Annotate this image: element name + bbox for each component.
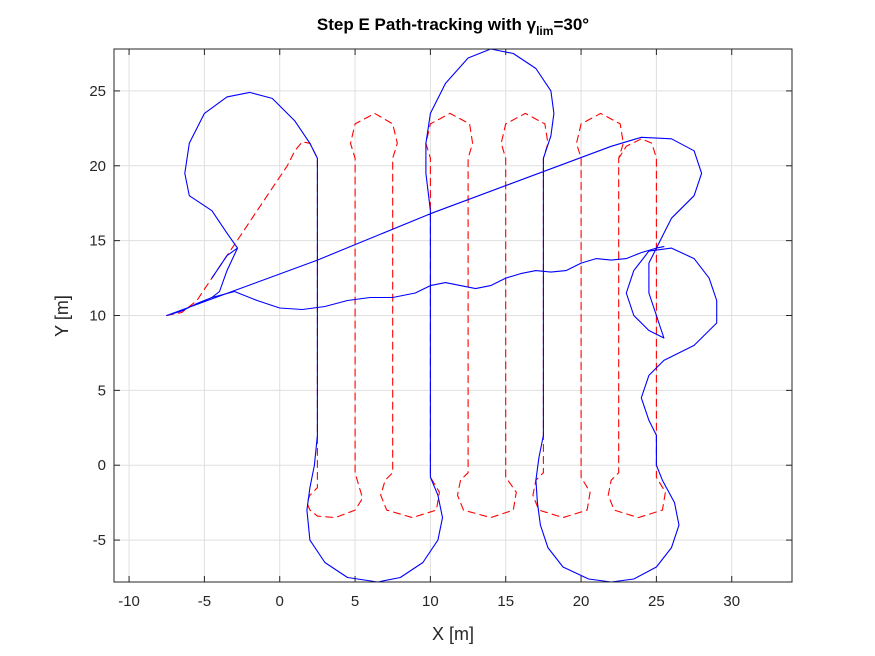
tick-labels: -10 -5 0 5 10 15 20 25 30 -5 0 5 10 15 20 25 <box>89 83 740 610</box>
y-tick-label: 0 <box>98 457 106 474</box>
y-tick-label: -5 <box>93 532 106 549</box>
x-tick-label: 5 <box>351 593 359 610</box>
chart-title-prefix: Step E Path-tracking with <box>317 15 527 34</box>
y-axis-label: Y [m] <box>52 295 72 337</box>
x-tick-label: -5 <box>198 593 211 610</box>
y-tick-label: 10 <box>89 308 106 325</box>
x-tick-label: 25 <box>648 593 665 610</box>
x-axis-label: X [m] <box>432 624 474 644</box>
tracked-path-line-2 <box>211 246 665 311</box>
tracked-path-line-1 <box>166 48 718 583</box>
x-tick-label: 15 <box>497 593 514 610</box>
series-layer <box>166 48 718 583</box>
tracked-path-line-3 <box>211 247 239 279</box>
ticks <box>114 49 792 582</box>
chart-title-symbol: γ <box>527 15 537 34</box>
x-tick-label: 20 <box>573 593 590 610</box>
x-tick-label: -10 <box>118 593 140 610</box>
y-tick-label: 20 <box>89 158 106 175</box>
x-tick-label: 0 <box>276 593 284 610</box>
chart-title: Step E Path-tracking with γlim=30° <box>317 15 589 38</box>
x-tick-label: 10 <box>422 593 439 610</box>
chart-title-subscript: lim <box>536 24 553 38</box>
chart-title-suffix: =30° <box>553 15 589 34</box>
y-tick-label: 15 <box>89 233 106 250</box>
y-tick-label: 5 <box>98 382 106 399</box>
y-tick-label: 25 <box>89 83 106 100</box>
reference-path-line <box>166 112 666 519</box>
x-tick-label: 30 <box>723 593 740 610</box>
